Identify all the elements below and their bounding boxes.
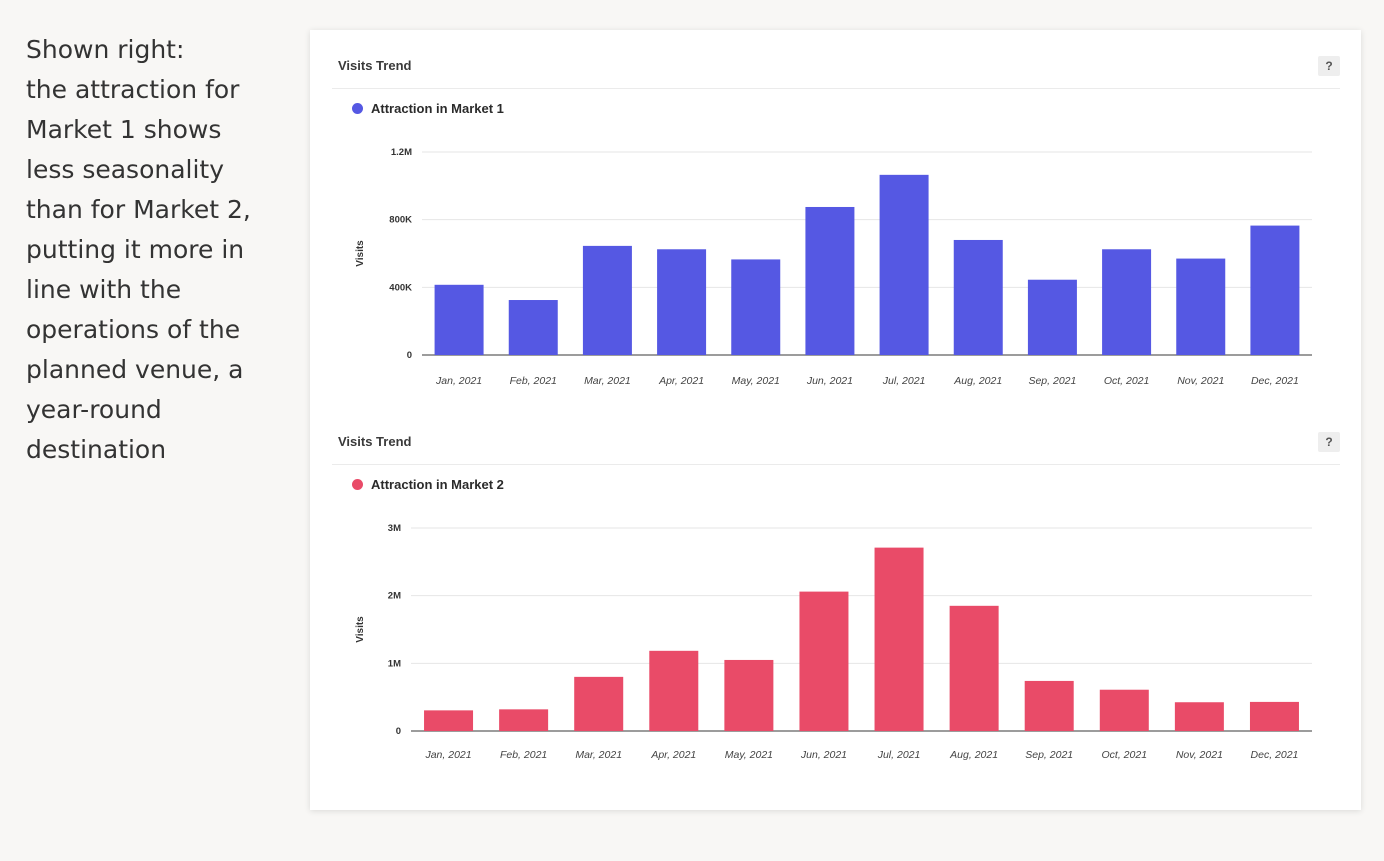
x-tick-label: Apr, 2021 (650, 749, 696, 761)
chart-legend: Attraction in Market 2 (352, 476, 504, 492)
bar (1174, 702, 1224, 731)
panel-title: Visits Trend (338, 58, 412, 73)
bar (805, 206, 855, 355)
x-tick-label: Oct, 2021 (1102, 749, 1148, 761)
panel-header: Visits Trend ? (332, 30, 1340, 89)
caption-line: planned venue, a (26, 355, 244, 384)
bar (879, 174, 929, 355)
bar (1249, 701, 1299, 731)
y-tick-label: 0 (396, 726, 401, 737)
legend-dot-market-2 (352, 478, 363, 490)
bar (582, 245, 632, 355)
caption-line: putting it more in (26, 235, 245, 264)
bar (953, 239, 1003, 355)
bar (874, 547, 924, 731)
caption-line: Market 1 shows (26, 115, 222, 144)
y-axis-title: Visits (355, 240, 366, 267)
x-tick-label: May, 2021 (732, 375, 780, 387)
x-tick-label: Sep, 2021 (1025, 749, 1073, 761)
legend-dot-market-1 (352, 102, 363, 114)
caption-line: than for Market 2, (26, 195, 251, 224)
panel-header: Visits Trend ? (332, 406, 1340, 465)
y-tick-label: 1.2M (391, 147, 412, 158)
bar (434, 284, 484, 355)
legend-label: Attraction in Market 2 (371, 476, 504, 492)
y-axis-title: Visits (355, 616, 366, 643)
bar (574, 676, 624, 731)
bar (949, 605, 999, 731)
bar (499, 709, 549, 731)
visits-bar-chart-market-2: 0 1M 2M 3M Visits Jan, 2021 Feb, 2021 Mar, 2021… (355, 523, 1312, 761)
y-tick-label: 800K (389, 215, 412, 226)
bar (1099, 689, 1149, 731)
y-tick-label: 2M (388, 591, 401, 602)
bar (1250, 225, 1300, 355)
x-tick-label: Oct, 2021 (1104, 375, 1150, 387)
caption-line: Shown right: (26, 35, 185, 64)
x-tick-label: Jan, 2021 (435, 375, 482, 387)
x-tick-label: Aug, 2021 (953, 375, 1002, 387)
bar (657, 249, 707, 355)
help-button[interactable]: ? (1318, 432, 1340, 452)
x-tick-label: Feb, 2021 (500, 749, 547, 761)
caption-line: line with the (26, 275, 182, 304)
x-tick-label: Apr, 2021 (658, 375, 704, 387)
bar (731, 259, 781, 355)
help-button[interactable]: ? (1318, 56, 1340, 76)
x-tick-label: Nov, 2021 (1176, 749, 1223, 761)
x-tick-label: Mar, 2021 (584, 375, 631, 387)
charts-card: Visits Trend ? Attraction in Market 1 0 4… (310, 30, 1361, 810)
x-tick-label: Mar, 2021 (575, 749, 622, 761)
bar (1027, 279, 1077, 355)
x-tick-label: Nov, 2021 (1177, 375, 1224, 387)
y-tick-label: 1M (388, 658, 401, 669)
y-tick-label: 3M (388, 523, 401, 534)
x-tick-label: Feb, 2021 (510, 375, 557, 387)
x-tick-label: Jun, 2021 (800, 749, 847, 761)
caption-line: less seasonality (26, 155, 225, 184)
panel-title: Visits Trend (338, 434, 412, 449)
caption-line: the attraction for (26, 75, 240, 104)
bar (424, 710, 474, 731)
x-tick-label: Aug, 2021 (949, 749, 998, 761)
x-tick-label: Jun, 2021 (806, 375, 853, 387)
bar (799, 591, 849, 731)
x-tick-label: Dec, 2021 (1251, 375, 1299, 387)
legend-label: Attraction in Market 1 (371, 100, 504, 116)
visits-bar-chart-market-1: 0 400K 800K 1.2M Visits Jan, 2021 Feb, 2021 Mar… (355, 147, 1312, 387)
caption-text: Shown right: the attraction for Market 1… (26, 30, 266, 470)
x-tick-label: May, 2021 (725, 749, 773, 761)
bar (724, 659, 774, 731)
caption-line: year-round (26, 395, 162, 424)
x-tick-label: Sep, 2021 (1028, 375, 1076, 387)
caption-line: operations of the (26, 315, 241, 344)
bar (649, 650, 699, 731)
bar (508, 300, 558, 355)
caption-line: destination (26, 435, 167, 464)
bar (1176, 258, 1226, 355)
y-tick-label: 400K (389, 282, 412, 293)
x-tick-label: Jul, 2021 (882, 375, 926, 387)
x-tick-label: Dec, 2021 (1251, 749, 1299, 761)
chart-legend: Attraction in Market 1 (352, 100, 504, 116)
x-tick-label: Jan, 2021 (424, 749, 471, 761)
y-tick-label: 0 (407, 350, 412, 361)
bar (1024, 680, 1074, 731)
x-tick-label: Jul, 2021 (877, 749, 921, 761)
bar (1102, 249, 1152, 355)
